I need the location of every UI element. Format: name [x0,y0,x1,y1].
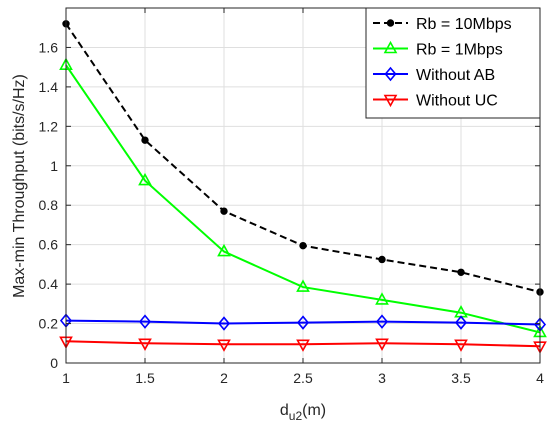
series-line [65,319,541,326]
x-tick-label: 3.5 [451,370,471,386]
x-tick-label: 4 [536,370,544,386]
series-4 [59,336,547,354]
y-tick-label: 1.6 [39,39,59,55]
y-tick-label: 1 [50,158,58,174]
legend-marker [386,19,395,27]
data-point [454,315,468,330]
data-point [138,338,152,351]
x-tick-label: 1 [62,370,70,386]
legend-marker [384,66,397,82]
data-point [296,315,310,330]
axis-ticks: 1 1.5 2 2.5 3 3.5 4 0 0.2 0.4 0.6 0.8 1 1.2 1.4 1.6 [39,8,544,386]
x-tick-label: 1.5 [135,370,155,386]
data-point [299,241,307,250]
series-line [65,340,541,348]
y-tick-label: 0.2 [39,316,59,332]
data-point [457,268,465,276]
x-axis-label: du2(m) [280,402,326,423]
legend-label: Rb = 10Mbps [416,16,512,33]
legend-item: Without AB [373,66,495,84]
data-point [138,314,152,329]
data-point [217,243,231,257]
data-point [296,339,310,352]
legend-label: Without UC [416,93,498,110]
x-tick-label: 3 [378,370,386,386]
data-point [138,172,152,186]
x-axis-label-subscript: u2 [289,409,303,423]
y-tick-label: 1.4 [39,79,59,95]
legend-item: Rb = 10Mbps [373,16,512,33]
legend-item: Rb = 1Mbps [373,40,503,59]
legend-item: Without UC [373,93,498,110]
data-point [375,338,389,351]
x-axis-label-unit: (m) [302,402,326,419]
x-axis-label-main: d [280,402,289,419]
data-point [454,339,468,352]
data-point [378,255,386,264]
data-point [217,339,231,352]
legend-marker [383,94,398,108]
legend-label: Without AB [416,67,495,84]
y-tick-label: 0 [50,355,58,371]
series-layer [59,20,547,354]
series-line [65,64,541,334]
y-tick-label: 0.4 [39,276,59,292]
y-tick-label: 0.6 [39,237,59,253]
data-point [375,292,389,305]
data-point [141,136,149,144]
legend-label: Rb = 1Mbps [416,42,503,59]
y-tick-label: 1.2 [39,118,59,134]
data-point [220,207,228,215]
data-point [296,279,310,292]
y-axis-label: Max-min Throughput (bits/s/Hz) [11,74,28,298]
legend-marker [383,40,398,54]
data-point [217,316,231,331]
y-tick-label: 0.8 [39,197,59,213]
data-point [375,314,389,329]
x-tick-label: 2.5 [293,370,313,386]
x-tick-label: 2 [220,370,228,386]
series-3 [59,313,547,332]
legend: Rb = 10Mbps Rb = 1Mbps Without AB Without U… [365,7,541,119]
